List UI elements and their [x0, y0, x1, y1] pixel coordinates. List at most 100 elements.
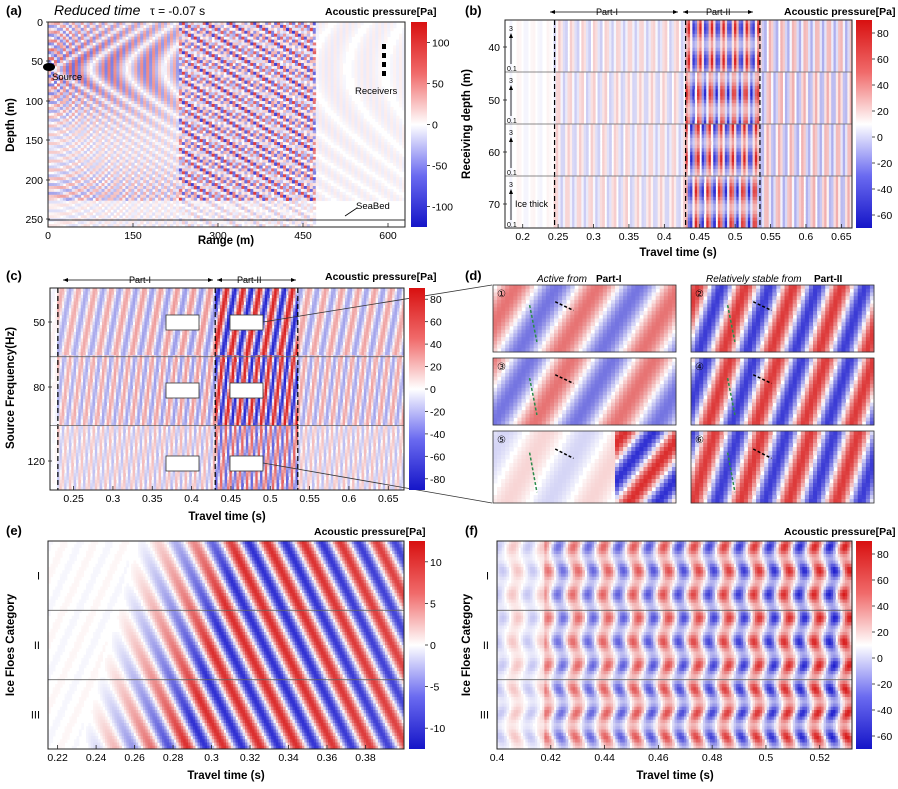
ice-scale-max: 3	[509, 26, 513, 33]
inset-1: ①	[493, 285, 676, 352]
panel-a-label: (a)	[6, 3, 22, 18]
ice-thick-label: Ice thick	[515, 199, 549, 209]
panel-b-cbtick: 80	[877, 28, 889, 40]
panel-a-ytick: 150	[25, 135, 43, 147]
panel-a-ytick: 50	[31, 56, 43, 68]
inset-number: ②	[695, 289, 704, 300]
source-label: Source	[52, 72, 82, 83]
panel-f-cbar-title: Acoustic pressure[Pa]	[784, 526, 895, 538]
ice-scale-min: 0.1	[507, 222, 517, 229]
panel-d-left-title-part: Part-I	[596, 274, 622, 285]
ice-scale-max: 3	[509, 130, 513, 137]
panel-e-xtick: 0.24	[86, 752, 107, 764]
panel-e-xtick: 0.22	[47, 752, 68, 764]
colorbar-a	[411, 22, 427, 227]
panel-e-ylabel: Ice Floes Category	[5, 593, 17, 696]
panel-c: (c) Acoustic pressure[Pa] Part-I Part-II…	[5, 268, 492, 523]
panel-c-ytick: 120	[27, 456, 45, 468]
panel-c-label: (c)	[6, 268, 22, 283]
panel-b-ytick: 40	[488, 42, 500, 54]
category-label-e: I	[37, 571, 40, 583]
panel-c-cbtick: 60	[430, 317, 442, 329]
ice-scale-max: 3	[509, 182, 513, 189]
panel-c-cbtick: 80	[430, 294, 442, 306]
panel-d: (d) Active from Part-I Relatively stable…	[465, 268, 874, 503]
panel-b-cbtick: 20	[877, 106, 889, 118]
panel-f-xtick: 0.4	[490, 752, 505, 764]
panel-c-cbtick: -20	[430, 406, 445, 418]
panel-c-xtick: 0.5	[263, 493, 278, 505]
panel-c-xlabel: Travel time (s)	[188, 511, 266, 523]
panel-b-xtick: 0.5	[728, 231, 743, 243]
panel-f-xtick: 0.42	[541, 752, 562, 764]
panel-c-xtick: 0.65	[378, 493, 399, 505]
panel-a-xtick: 150	[124, 230, 142, 242]
panel-a-ytick: 200	[25, 175, 43, 187]
panel-a-ylabel: Depth (m)	[5, 98, 17, 152]
panel-b-xtick: 0.55	[760, 231, 781, 243]
panel-f-xtick: 0.46	[648, 752, 669, 764]
panel-e-xtick: 0.28	[163, 752, 184, 764]
panel-c-ylabel: Source Frequency(Hz)	[5, 327, 17, 449]
panel-b-xtick: 0.35	[619, 231, 640, 243]
panel-b-cbar-title: Acoustic pressure[Pa]	[784, 6, 895, 18]
panel-f-cbtick: 40	[877, 601, 889, 613]
panel-b-cbtick: -40	[877, 184, 892, 196]
category-label-e: II	[34, 640, 40, 652]
panel-c-cbtick: 40	[430, 339, 442, 351]
panel-b-xtick: 0.25	[548, 231, 569, 243]
category-label-e: III	[31, 709, 40, 721]
panel-a-tau: τ = -0.07 s	[150, 4, 205, 18]
panel-a: (a) Reduced time τ = -0.07 s Acoustic pr…	[5, 2, 453, 247]
panel-b-xtick: 0.45	[690, 231, 711, 243]
ice-scale-min: 0.1	[507, 118, 517, 125]
panel-e-xtick: 0.32	[240, 752, 261, 764]
panel-a-cbtick: -100	[432, 202, 453, 214]
panel-f-xtick: 0.48	[702, 752, 723, 764]
panel-b-xtick: 0.6	[799, 231, 814, 243]
ice-scale-max: 3	[509, 78, 513, 85]
panel-c-xtick: 0.55	[299, 493, 320, 505]
panel-f-cbtick: 20	[877, 627, 889, 639]
panel-a-cbtick: 100	[432, 38, 450, 50]
panel-c-cbar-title: Acoustic pressure[Pa]	[325, 271, 436, 283]
panel-e-xtick: 0.26	[124, 752, 145, 764]
panel-b: (b) Acoustic pressure[Pa] Part-I Part-II…	[461, 3, 895, 259]
panel-f-label: (f)	[465, 523, 478, 538]
panel-c-cbtick: 0	[430, 384, 436, 396]
panel-a-xtick: 600	[379, 230, 397, 242]
panel-b-ytick: 70	[488, 199, 500, 211]
panel-f-cbtick: -40	[877, 705, 892, 717]
panel-f-cbtick: 80	[877, 549, 889, 561]
panel-f-cbtick: 0	[877, 653, 883, 665]
panel-e-cbtick: 0	[430, 640, 436, 652]
panel-b-cbtick: -60	[877, 210, 892, 222]
inset-number: ③	[497, 362, 506, 373]
panel-a-ytick: 100	[25, 96, 43, 108]
panel-e-xtick: 0.38	[355, 752, 376, 764]
panel-e-cbtick: 10	[430, 557, 442, 569]
panel-b-xlabel: Travel time (s)	[639, 247, 717, 259]
panel-d-right-title: Relatively stable from	[706, 274, 802, 285]
inset-number: ④	[695, 362, 704, 373]
panel-d-label: (d)	[465, 268, 482, 283]
panel-d-left-title: Active from	[536, 274, 587, 285]
panel-e-label: (e)	[6, 523, 22, 538]
panel-a-title: Reduced time	[54, 2, 141, 18]
panel-a-xtick: 0	[45, 230, 51, 242]
panel-c-xtick: 0.35	[142, 493, 163, 505]
panel-a-cbtick: 50	[432, 79, 444, 91]
inset-3: ③	[493, 358, 676, 425]
receivers-label: Receivers	[355, 86, 397, 97]
panel-b-cbtick: -20	[877, 158, 892, 170]
panel-a-cbtick: 0	[432, 120, 438, 132]
seabed-label: SeaBed	[356, 201, 390, 212]
panel-e-xtick: 0.36	[317, 752, 338, 764]
inset-4: ④	[691, 358, 874, 425]
colorbar-b	[856, 20, 872, 228]
panel-f-ylabel: Ice Floes Category	[461, 593, 473, 696]
panel-b-xtick: 0.2	[515, 231, 530, 243]
